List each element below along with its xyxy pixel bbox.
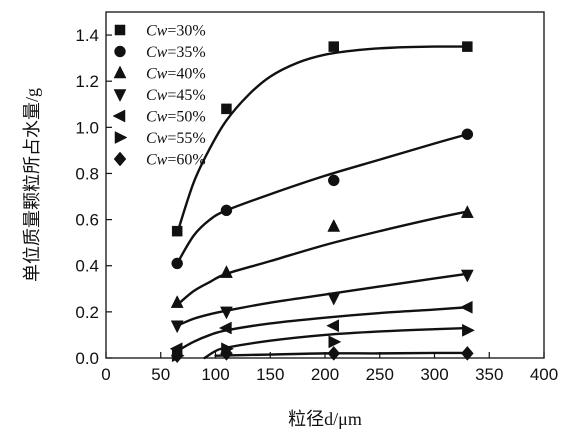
data-point [171,225,183,237]
legend-marker [113,151,127,167]
legend-item: Cw=35% [114,44,206,61]
legend-label: Cw=45% [146,87,206,104]
x-tick-label: 100 [201,365,229,384]
data-point [459,300,473,314]
data-point [218,321,232,335]
data-point [461,346,474,361]
fit-curves [175,45,469,360]
data-point [462,323,475,337]
legend-label: Cw=50% [146,109,206,126]
fit-curve-3 [175,272,469,327]
y-tick-label: 1.0 [75,118,99,137]
fit-curve-0 [175,45,469,235]
legend-marker [114,24,126,36]
legend-label: Cw=35% [146,44,206,61]
legend-item: Cw=50% [112,109,206,126]
data-point [220,306,233,320]
data-point [328,41,340,52]
legend-label: Cw=40% [146,66,206,83]
y-tick-label: 1.4 [75,26,99,45]
legend-item: Cw=45% [113,87,206,104]
data-point [461,128,474,141]
data-point [460,205,474,218]
y-tick-label: 0.0 [75,349,99,368]
y-tick-label: 1.2 [75,72,99,91]
x-tick-label: 300 [420,365,448,384]
x-axis-title: 粒径d/μm [288,409,362,429]
x-tick-label: 350 [475,365,503,384]
legend-label: Cw=30% [146,23,206,40]
y-tick-label: 0.4 [75,257,99,276]
legend-item: Cw=55% [114,130,206,147]
data-point [327,346,341,361]
data-point [462,41,473,52]
x-tick-label: 250 [366,365,394,384]
fit-curve-5 [203,326,469,360]
y-axis-title: 单位质量颗粒所占水量/g [22,88,42,282]
legend-marker [113,65,127,79]
data-point [328,335,342,349]
data-point [171,257,183,270]
x-tick-label: 400 [530,365,558,384]
axes: 0 50 100 150 200 250 300 350 400 0.0 0.2 0.4 0.6 0.8 1… [75,11,558,384]
y-tick-label: 0.8 [75,164,99,183]
x-tick-label: 0 [101,365,110,384]
data-point [326,319,340,333]
legend-marker [112,109,126,123]
data-point [460,269,474,283]
legend-item: Cw=30% [114,23,206,40]
data-point [221,103,232,115]
data-point [327,292,341,306]
data-points [169,41,475,364]
y-tick-label: 0.2 [75,303,99,322]
x-tick-label: 200 [311,365,339,384]
x-tick-label: 150 [256,365,284,384]
data-point [170,348,184,364]
fit-curve-1 [175,133,469,265]
legend-item: Cw=40% [113,65,206,83]
legend-label: Cw=60% [146,152,206,169]
data-point [220,346,233,361]
fit-curve-6 [214,351,469,357]
legend-item: Cw=60% [113,151,206,169]
fit-curve-2 [175,210,469,307]
legend-marker [114,45,126,58]
legend: Cw=30% Cw=35% Cw=40% Cw=45% Cw=50% Cw=55% Cw=6… [112,23,206,169]
data-point [220,204,233,217]
legend-marker [114,131,128,144]
data-point [170,295,184,308]
data-point [170,320,184,334]
data-point [328,174,340,187]
data-point [327,218,341,232]
data-point [220,265,233,278]
y-tick-label: 0.6 [75,211,99,230]
legend-label: Cw=55% [146,130,206,147]
legend-marker [113,89,127,103]
x-tick-label: 50 [151,365,170,384]
fit-curve-4 [175,306,469,353]
